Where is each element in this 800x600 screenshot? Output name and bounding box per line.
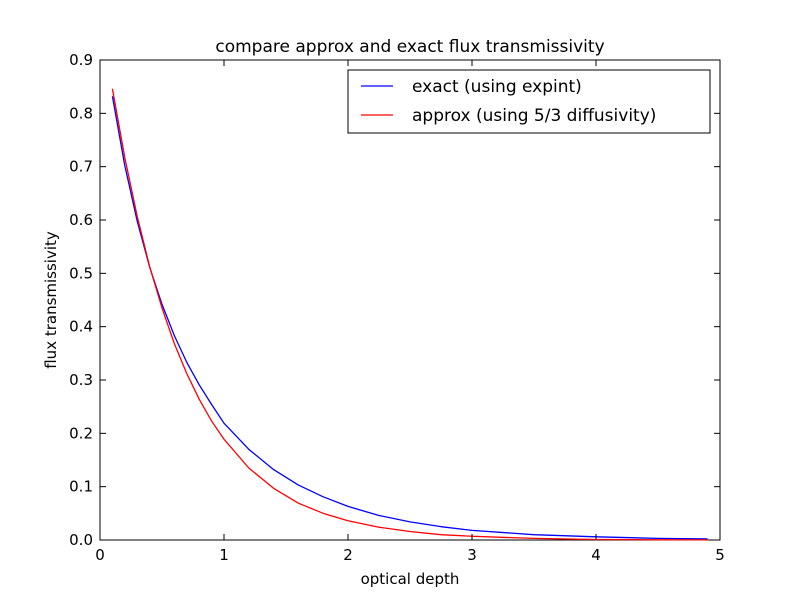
plot-frame xyxy=(99,59,721,541)
x-axis-label: optical depth xyxy=(361,570,460,588)
y-tick-label: 0.3 xyxy=(69,371,93,389)
legend-label-approx: approx (using 5/3 diffusivity) xyxy=(412,106,656,126)
y-tick-label: 0.0 xyxy=(69,531,93,549)
y-tick-label: 0.5 xyxy=(69,264,93,282)
x-tick-label: 3 xyxy=(467,546,477,564)
tick-layer: 0 1 2 3 4 5 0.0 0.1 0.2 0.3 0.4 0.5 0.6 0.7 0.8 0.9 xyxy=(69,51,725,564)
y-tick-label: 0.4 xyxy=(69,318,93,336)
x-tick-label: 4 xyxy=(591,546,601,564)
x-tick-label: 0 xyxy=(95,546,105,564)
series-layer xyxy=(111,88,708,541)
plot-area: 0 1 2 3 4 5 0.0 0.1 0.2 0.3 0.4 0.5 0.6 0.7 0.8 0.9 xyxy=(69,51,725,564)
y-tick-label: 0.7 xyxy=(69,158,93,176)
legend-label-exact: exact (using expint) xyxy=(412,77,582,97)
y-tick-label: 0.8 xyxy=(69,104,93,122)
series-line-exact xyxy=(111,96,708,540)
y-tick-label: 0.9 xyxy=(69,51,93,69)
x-tick-label: 1 xyxy=(219,546,229,564)
x-tick-label: 5 xyxy=(715,546,725,564)
chart-title: compare approx and exact flux transmissi… xyxy=(215,37,604,57)
x-tick-label: 2 xyxy=(343,546,353,564)
legend: exact (using expint) approx (using 5/3 d… xyxy=(347,69,711,134)
y-tick-label: 0.2 xyxy=(69,424,93,442)
series-line-approx xyxy=(111,88,708,541)
y-tick-label: 0.6 xyxy=(69,211,93,229)
y-tick-label: 0.1 xyxy=(69,478,93,496)
legend-frame xyxy=(347,69,711,134)
y-axis-label: flux transmissivity xyxy=(42,231,60,369)
